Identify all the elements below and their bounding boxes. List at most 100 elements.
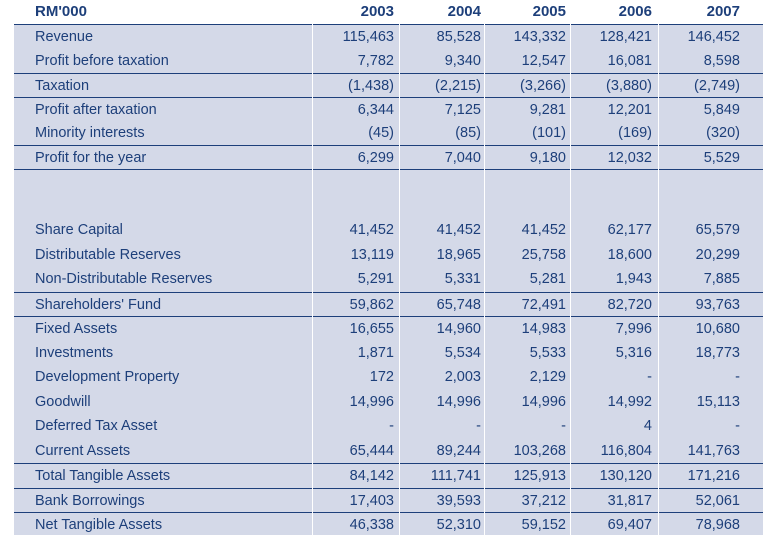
cell-2006: 16,081 xyxy=(607,53,652,69)
table-row: Net Tangible Assets 46,338 52,310 59,152… xyxy=(14,512,763,536)
cell-2003: (1,438) xyxy=(348,78,394,94)
cell-2007: 141,763 xyxy=(687,443,740,459)
cell-2003: 65,444 xyxy=(349,443,394,459)
row-label: Current Assets xyxy=(35,443,131,459)
cell-2005: - xyxy=(561,418,566,434)
column-separator xyxy=(399,24,400,535)
table-row: Deferred Tax Asset - - - 4 - xyxy=(14,414,763,438)
cell-2004: 111,741 xyxy=(430,468,481,484)
cell-2007: (2,749) xyxy=(694,78,740,94)
cell-2004: 89,244 xyxy=(436,443,481,459)
cell-2004: 7,040 xyxy=(444,150,481,166)
cell-2006: (3,880) xyxy=(606,78,652,94)
cell-2005: (101) xyxy=(532,125,566,141)
table-row: Current Assets 65,444 89,244 103,268 116… xyxy=(14,439,763,463)
cell-2005: 5,533 xyxy=(529,345,566,361)
cell-2004: - xyxy=(476,418,481,434)
cell-2004: 2,003 xyxy=(444,369,481,385)
row-label: Minority interests xyxy=(35,125,145,141)
cell-2007: 5,849 xyxy=(703,102,740,118)
cell-2006: 7,996 xyxy=(615,321,652,337)
cell-2007: 171,216 xyxy=(687,468,740,484)
cell-2005: 9,180 xyxy=(529,150,566,166)
cell-2004: 7,125 xyxy=(444,102,481,118)
cell-2007: (320) xyxy=(706,125,740,141)
cell-2003: 1,871 xyxy=(357,345,394,361)
section-divider xyxy=(14,169,763,170)
cell-2003: 14,996 xyxy=(349,394,394,410)
header-rule xyxy=(14,24,763,25)
row-label: Bank Borrowings xyxy=(35,493,145,509)
cell-2007: 52,061 xyxy=(695,493,740,509)
table-header: RM'000 2003 2004 2005 2006 2007 xyxy=(0,0,763,24)
cell-2005: 59,152 xyxy=(521,517,566,533)
cell-2003: 59,862 xyxy=(349,297,394,313)
row-label: Total Tangible Assets xyxy=(35,468,171,484)
column-separator xyxy=(484,24,485,535)
cell-2007: - xyxy=(735,418,740,434)
row-label: Distributable Reserves xyxy=(35,247,181,263)
row-label: Revenue xyxy=(35,29,94,45)
cell-2004: 52,310 xyxy=(436,517,481,533)
row-label: Profit after taxation xyxy=(35,102,157,118)
cell-2003: 6,344 xyxy=(357,102,394,118)
row-label: Profit for the year xyxy=(35,150,147,166)
cell-2005: 14,983 xyxy=(521,321,566,337)
cell-2007: 7,885 xyxy=(703,271,740,287)
table-row: Distributable Reserves 13,119 18,965 25,… xyxy=(14,243,763,267)
row-label: Share Capital xyxy=(35,222,123,238)
table-row: Share Capital 41,452 41,452 41,452 62,17… xyxy=(14,218,763,242)
cell-2007: 10,680 xyxy=(695,321,740,337)
cell-2004: 41,452 xyxy=(436,222,481,238)
year-header-2007: 2007 xyxy=(706,3,740,20)
cell-2006: 82,720 xyxy=(607,297,652,313)
cell-2005: 25,758 xyxy=(521,247,566,263)
cell-2003: 16,655 xyxy=(349,321,394,337)
cell-2006: 62,177 xyxy=(607,222,652,238)
table-row: Taxation (1,438) (2,215) (3,266) (3,880)… xyxy=(14,73,763,97)
cell-2005: (3,266) xyxy=(520,78,566,94)
cell-2005: 41,452 xyxy=(521,222,566,238)
table-row: Shareholders' Fund 59,862 65,748 72,491 … xyxy=(14,292,763,316)
cell-2003: - xyxy=(389,418,394,434)
cell-2004: 9,340 xyxy=(444,53,481,69)
cell-2007: 78,968 xyxy=(695,517,740,533)
cell-2006: 128,421 xyxy=(599,29,652,45)
cell-2003: 84,142 xyxy=(349,468,394,484)
table-background xyxy=(14,25,763,535)
cell-2005: 12,547 xyxy=(521,53,566,69)
row-label: Non-Distributable Reserves xyxy=(35,271,213,287)
cell-2004: 85,528 xyxy=(436,29,481,45)
cell-2003: (45) xyxy=(368,125,394,141)
table-row: Profit after taxation 6,344 7,125 9,281 … xyxy=(14,97,763,121)
cell-2003: 6,299 xyxy=(357,150,394,166)
cell-2003: 17,403 xyxy=(349,493,394,509)
cell-2004: (2,215) xyxy=(435,78,481,94)
cell-2003: 46,338 xyxy=(349,517,394,533)
column-separator xyxy=(658,24,659,535)
cell-2005: 5,281 xyxy=(529,271,566,287)
cell-2005: 2,129 xyxy=(529,369,566,385)
column-separator xyxy=(570,24,571,535)
table-row: Fixed Assets 16,655 14,960 14,983 7,996 … xyxy=(14,316,763,340)
cell-2004: 39,593 xyxy=(436,493,481,509)
table-row: Bank Borrowings 17,403 39,593 37,212 31,… xyxy=(14,488,763,512)
table-row: Minority interests (45) (85) (101) (169)… xyxy=(14,121,763,145)
cell-2007: 20,299 xyxy=(695,247,740,263)
row-label: Development Property xyxy=(35,369,180,385)
cell-2007: 18,773 xyxy=(695,345,740,361)
table-row: Development Property 172 2,003 2,129 - - xyxy=(14,365,763,389)
cell-2007: 8,598 xyxy=(703,53,740,69)
cell-2006: 5,316 xyxy=(615,345,652,361)
cell-2006: (169) xyxy=(618,125,652,141)
cell-2003: 115,463 xyxy=(342,29,394,45)
cell-2005: 103,268 xyxy=(513,443,566,459)
cell-2006: - xyxy=(647,369,652,385)
row-label: Goodwill xyxy=(35,394,91,410)
cell-2005: 37,212 xyxy=(521,493,566,509)
cell-2006: 31,817 xyxy=(607,493,652,509)
row-label: Shareholders' Fund xyxy=(35,297,162,313)
cell-2003: 7,782 xyxy=(357,53,394,69)
table-row: Total Tangible Assets 84,142 111,741 125… xyxy=(14,463,763,487)
